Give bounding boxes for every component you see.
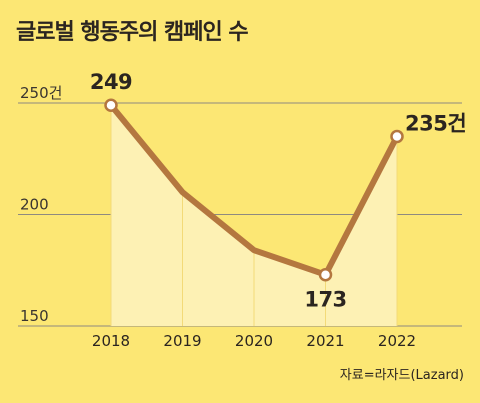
area-layer <box>110 105 398 326</box>
data-label-layer: 249 173 235건 <box>90 70 467 312</box>
x-tick-label: 2021 <box>306 332 344 350</box>
x-tick-label: 2022 <box>378 332 416 350</box>
source-note: 자료=라자드(Lazard) <box>339 368 464 383</box>
y-tick-label: 250건 <box>20 84 62 102</box>
y-tick-label: 150 <box>20 307 49 325</box>
data-label-2021: 173 <box>304 288 346 312</box>
data-label-2018: 249 <box>90 70 132 94</box>
series-line <box>108 102 400 278</box>
x-tick-label: 2018 <box>92 332 130 350</box>
x-tick-label: 2020 <box>235 332 273 350</box>
data-label-2022: 235건 <box>405 111 466 135</box>
y-tick-layer: 250건 200 150 <box>20 84 62 325</box>
chart-title: 글로벌 행동주의 캠페인 수 <box>16 20 249 45</box>
data-point-2018 <box>104 98 118 112</box>
data-point-2022 <box>390 129 404 144</box>
y-tick-label: 200 <box>20 196 49 214</box>
line-layer <box>108 102 400 278</box>
data-point-2021 <box>318 267 333 282</box>
x-tick-layer: 2018 2019 2020 2021 2022 <box>92 332 416 350</box>
x-tick-label: 2019 <box>163 332 201 350</box>
point-layer <box>104 98 404 282</box>
